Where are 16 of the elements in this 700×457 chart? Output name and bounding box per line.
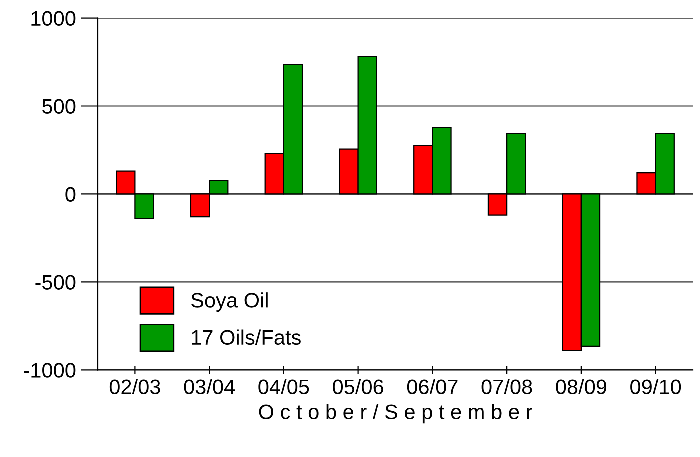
y-tick-label: 0 [66,187,76,202]
x-tick-label: 06/07 [407,379,458,394]
x-tick-label: 02/03 [110,379,160,394]
y-tick-label: 1000 [32,11,76,26]
x-tick-label: 08/09 [556,379,607,394]
x-tick-label: 05/06 [333,379,384,394]
x-tick-label: 09/10 [630,379,682,394]
x-tick-label: 07/08 [482,379,532,394]
y-tick-label: -500 [36,275,76,290]
x-axis-title: O c t o b e r / S e p t e m b e r [259,404,532,424]
legend-label: 17 Oils/Fats [192,330,301,346]
x-tick-label: 04/05 [258,379,310,394]
y-tick-label: 500 [42,99,76,114]
y-tick-label: -1000 [24,363,76,378]
x-tick-label: 03/04 [184,379,236,394]
legend-label: Soya Oil [191,292,268,312]
